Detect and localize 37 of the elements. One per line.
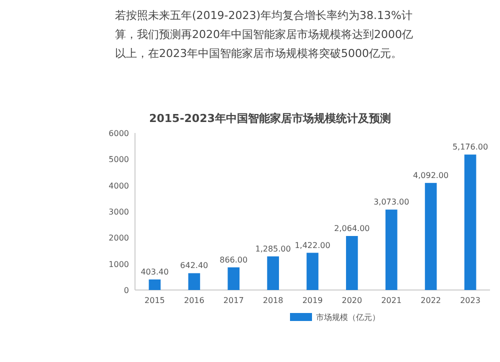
x-tick-label: 2018: [262, 296, 284, 305]
y-tick-label: 1000: [108, 260, 129, 269]
bar: [188, 273, 200, 290]
text: 若按照未来五年(2019-2023)年均复合增长率约为38.13%计算，我们预测再2020年中国智能家居市场规模将达到2000亿以上，在2023年中国智能家居市场规模将突破5000亿元。: [115, 8, 414, 62]
x-tick-label: 2016: [184, 296, 204, 305]
text: 5,176.00: [452, 142, 488, 152]
legend-label: 市场规模（亿元）: [316, 313, 380, 322]
bar: [306, 252, 318, 290]
chart-title: 2015-2023年中国智能家居市场规模统计及预测: [149, 112, 391, 125]
x-tick-label: 2022: [420, 296, 442, 305]
x-tick-label: 2019: [302, 296, 323, 305]
text: 1,285.00: [255, 244, 291, 254]
y-tick-label: 3000: [108, 208, 129, 216]
bar: [228, 267, 240, 290]
x-tick-label: 2021: [381, 296, 402, 305]
text: 1,422.00: [294, 240, 330, 250]
y-tick-label: 5000: [108, 155, 129, 164]
bar: [148, 279, 161, 290]
text: 866.00: [220, 255, 248, 264]
bar: [464, 154, 476, 290]
x-tick-label: 2023: [460, 296, 480, 305]
text: 2,064.00: [334, 224, 370, 233]
text: 4,092.00: [413, 170, 449, 180]
bar: [424, 182, 437, 290]
x-tick-label: 2020: [342, 296, 362, 305]
y-tick-label: 6000: [108, 129, 129, 138]
x-tick-label: 2015: [144, 296, 165, 305]
text: 642.40: [180, 261, 208, 270]
bar: [346, 236, 358, 290]
bar: [267, 256, 279, 290]
text: 403.40: [140, 267, 169, 276]
y-tick-label: 0: [124, 286, 129, 295]
x-tick-label: 2017: [223, 296, 244, 305]
text: 3,073.00: [374, 198, 410, 207]
y-tick-label: 2000: [108, 234, 129, 243]
y-tick-label: 4000: [108, 181, 129, 190]
bar: [385, 210, 398, 290]
